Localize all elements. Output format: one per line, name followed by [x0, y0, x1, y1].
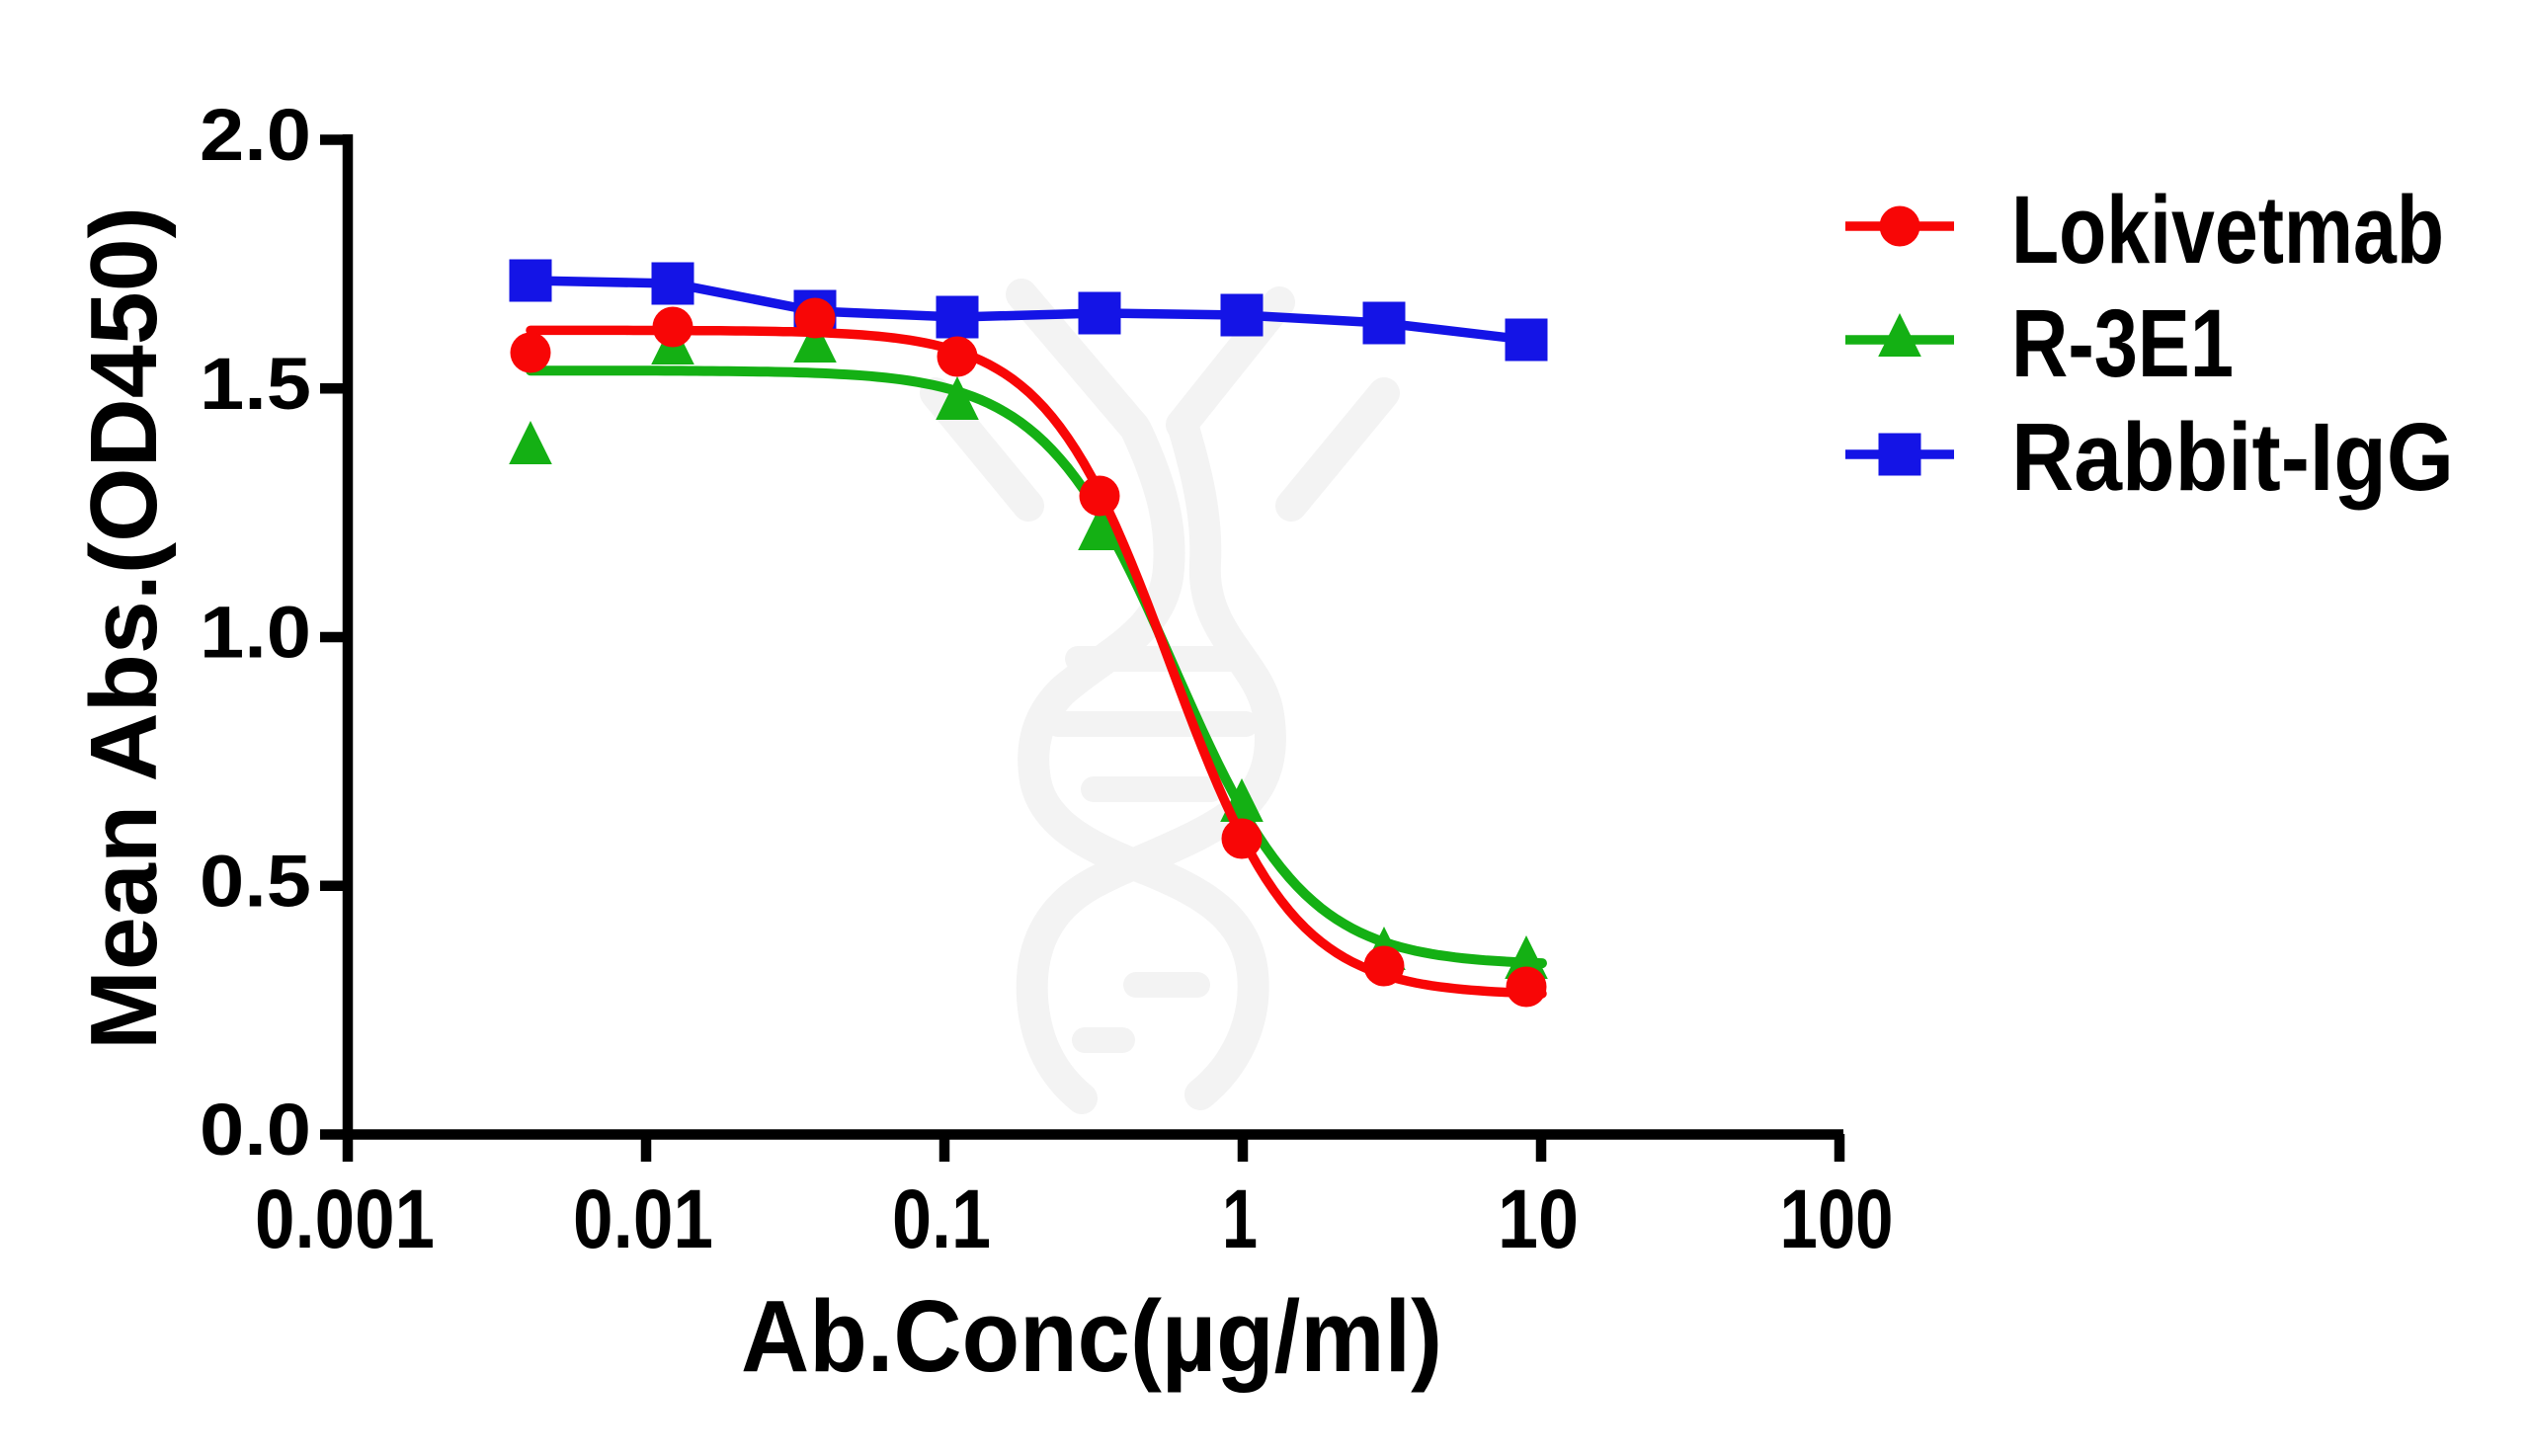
svg-text:R-3E1: R-3E1 [2011, 289, 2234, 397]
svg-text:1.0: 1.0 [200, 592, 311, 674]
svg-text:1.5: 1.5 [200, 343, 311, 425]
svg-text:Mean Abs.(OD450): Mean Abs.(OD450) [71, 206, 177, 1050]
svg-text:0.5: 0.5 [200, 840, 311, 922]
svg-text:2.0: 2.0 [200, 94, 311, 176]
svg-text:0.001: 0.001 [255, 1173, 435, 1265]
svg-text:Lokivetmab: Lokivetmab [2011, 176, 2444, 283]
svg-text:0.0: 0.0 [200, 1089, 311, 1171]
svg-text:1: 1 [1222, 1173, 1258, 1265]
svg-text:10: 10 [1498, 1173, 1579, 1265]
svg-text:Ab.Conc(µg/ml): Ab.Conc(µg/ml) [741, 1279, 1442, 1393]
svg-text:0.1: 0.1 [892, 1173, 991, 1265]
svg-text:0.01: 0.01 [573, 1173, 713, 1265]
svg-text:Rabbit-IgG: Rabbit-IgG [2011, 403, 2454, 511]
svg-text:100: 100 [1780, 1173, 1894, 1265]
